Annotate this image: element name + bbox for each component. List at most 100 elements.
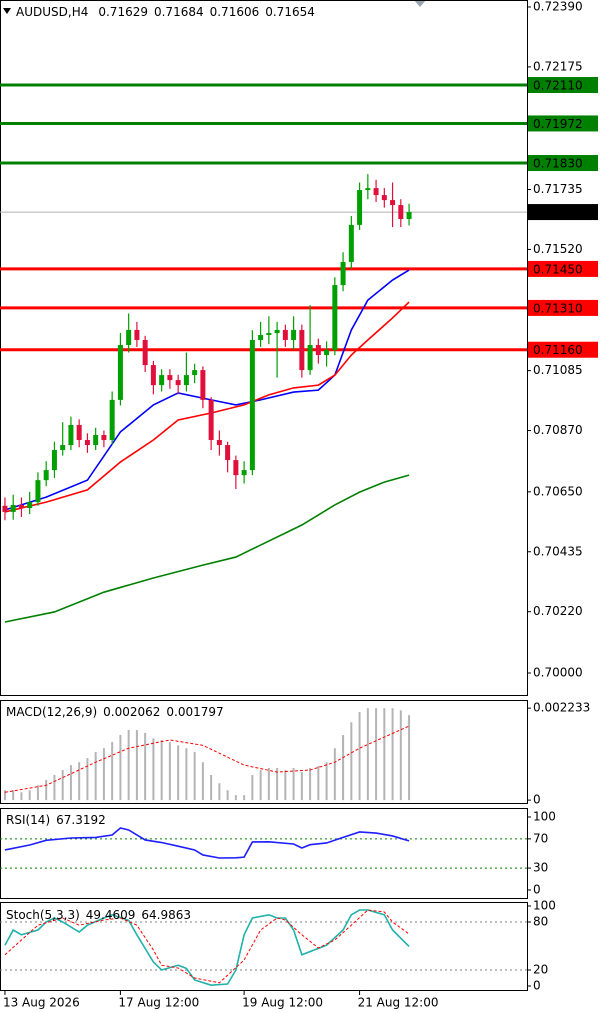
- histogram-bar: [210, 774, 213, 801]
- rsi-title: RSI(14): [6, 813, 50, 827]
- histogram-bar: [292, 767, 295, 801]
- level-label: 0.71830: [533, 157, 583, 171]
- histogram-bar: [53, 774, 56, 801]
- candle-body: [126, 329, 132, 345]
- candle-body: [200, 370, 206, 400]
- histogram-bar: [408, 715, 411, 801]
- y-tick-label: 70: [533, 831, 548, 845]
- indicator-line: [4, 725, 410, 793]
- histogram-bar: [226, 790, 229, 801]
- y-tick-label: 0.70650: [533, 484, 583, 498]
- histogram-bar: [234, 795, 237, 801]
- histogram-bar: [127, 730, 130, 801]
- candle-body: [348, 224, 354, 262]
- candle-body: [18, 504, 24, 509]
- signal-last: 0.001797: [166, 705, 223, 719]
- histogram-bar: [399, 710, 402, 801]
- histogram-bar: [267, 767, 270, 801]
- panel-frame: [0, 902, 528, 991]
- histogram-bar: [111, 742, 114, 801]
- level-label: 0.71160: [533, 343, 583, 357]
- histogram-bar: [276, 767, 279, 801]
- candle-body: [183, 375, 189, 386]
- y-tick-label: 0: [533, 882, 541, 896]
- histogram-bar: [20, 792, 23, 801]
- stoch-d-last: 64.9863: [141, 908, 191, 922]
- last-low: 0.71606: [210, 5, 260, 19]
- candle-body: [406, 212, 412, 220]
- y-tick-label: 20: [533, 963, 548, 977]
- level-label-box: [528, 115, 598, 132]
- candle-body: [101, 435, 107, 441]
- candle-body: [192, 370, 198, 376]
- candle-body: [274, 329, 280, 334]
- histogram-bar: [358, 711, 361, 801]
- histogram-bar: [177, 745, 180, 801]
- candle-body: [357, 190, 363, 225]
- candle-body: [134, 329, 140, 340]
- histogram-bar: [342, 735, 345, 801]
- candle-body: [35, 480, 41, 503]
- candle-body: [324, 350, 330, 356]
- candle-body: [381, 195, 387, 201]
- candle-body: [93, 435, 99, 446]
- histogram-bar: [375, 708, 378, 801]
- histogram-bar: [185, 748, 188, 801]
- candle-body: [266, 333, 272, 335]
- stoch-k-last: 49.4609: [86, 908, 136, 922]
- candle-body: [233, 460, 239, 476]
- y-tick-label: 0.70220: [533, 604, 583, 618]
- y-tick-label: 0.72390: [533, 0, 583, 13]
- candle-body: [109, 399, 115, 441]
- panel-frame: [0, 808, 528, 899]
- panel-frame: [0, 0, 528, 696]
- y-tick-label: 0.002233: [533, 701, 590, 715]
- candle-body: [365, 188, 371, 191]
- rsi-header: RSI(14) 67.3192: [6, 813, 106, 827]
- stoch-header: Stoch(5,3,3) 49.4609 64.9863: [6, 908, 191, 922]
- histogram-bar: [94, 751, 97, 801]
- histogram-bar: [119, 735, 122, 801]
- histogram-bar: [259, 770, 262, 801]
- histogram-bar: [3, 790, 6, 801]
- histogram-bar: [152, 738, 155, 801]
- histogram-bar: [391, 708, 394, 801]
- histogram-bar: [45, 779, 48, 801]
- macd-header: MACD(12,26,9) 0.002062 0.001797: [6, 705, 224, 719]
- y-tick-label: 80: [533, 915, 548, 929]
- histogram-bar: [86, 758, 89, 801]
- histogram-bar: [12, 790, 15, 801]
- x-tick-label: 19 Aug 12:00: [242, 996, 323, 1010]
- candle-body: [142, 339, 148, 366]
- price-label: 0.71654: [533, 206, 583, 220]
- macd-last: 0.002062: [103, 705, 160, 719]
- candle-body: [27, 502, 33, 509]
- level-label: 0.71450: [533, 262, 583, 276]
- last-open: 0.71629: [98, 5, 148, 19]
- level-label-box: [528, 341, 598, 358]
- candle-body: [84, 440, 90, 446]
- y-tick-label: 0.71735: [533, 182, 583, 196]
- candle-body: [167, 375, 173, 381]
- histogram-bar: [366, 708, 369, 801]
- x-tick-label: 17 Aug 12:00: [118, 996, 199, 1010]
- candle-body: [291, 329, 297, 340]
- histogram-bar: [61, 770, 64, 801]
- candle-body: [159, 375, 165, 386]
- candle-body: [390, 200, 396, 206]
- last-close: 0.71654: [265, 5, 315, 19]
- histogram-bar: [300, 772, 303, 801]
- rsi-last: 67.3192: [56, 813, 106, 827]
- candle-body: [51, 450, 57, 471]
- y-tick-label: 100: [533, 899, 556, 913]
- histogram-bar: [69, 765, 72, 801]
- histogram-bar: [251, 774, 254, 801]
- candle-body: [299, 329, 305, 371]
- histogram-bar: [102, 748, 105, 801]
- price-label-box: [528, 204, 598, 221]
- candle-body: [332, 285, 338, 351]
- level-label-box: [528, 260, 598, 277]
- candle-body: [241, 470, 247, 476]
- candle-body: [76, 424, 82, 441]
